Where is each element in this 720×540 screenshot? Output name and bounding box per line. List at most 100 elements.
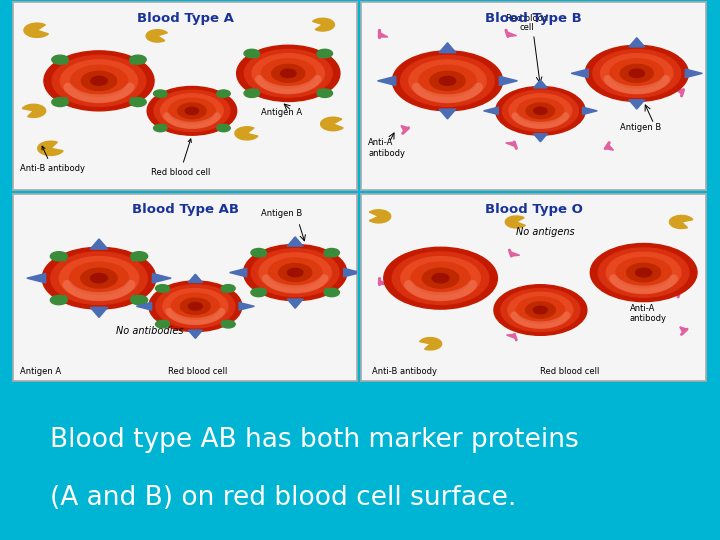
Polygon shape (287, 299, 303, 308)
Text: Blood Type A: Blood Type A (137, 11, 233, 24)
Polygon shape (188, 274, 202, 282)
Circle shape (317, 49, 333, 58)
Circle shape (610, 59, 664, 88)
Circle shape (237, 45, 340, 102)
Text: Blood type AB has both marker proteins: Blood type AB has both marker proteins (50, 427, 579, 453)
Circle shape (221, 320, 235, 328)
Wedge shape (235, 127, 258, 140)
Circle shape (508, 292, 573, 328)
Circle shape (244, 49, 259, 58)
Circle shape (130, 295, 148, 305)
Circle shape (161, 94, 223, 128)
Circle shape (153, 124, 167, 132)
Wedge shape (37, 141, 63, 156)
Polygon shape (629, 100, 644, 109)
Circle shape (430, 71, 465, 91)
Polygon shape (90, 307, 108, 318)
Circle shape (181, 298, 210, 314)
Circle shape (168, 98, 215, 124)
Circle shape (423, 268, 459, 288)
Polygon shape (401, 125, 408, 132)
Text: (A and B) on red blood cell surface.: (A and B) on red blood cell surface. (50, 485, 517, 511)
Circle shape (590, 244, 697, 302)
Text: Red blood cell: Red blood cell (168, 367, 228, 376)
Text: No antigens: No antigens (516, 227, 575, 237)
Circle shape (626, 264, 661, 282)
Circle shape (419, 65, 476, 97)
Circle shape (130, 98, 146, 106)
Polygon shape (439, 109, 456, 119)
Circle shape (50, 295, 68, 305)
Polygon shape (534, 80, 547, 88)
Circle shape (409, 60, 486, 102)
Polygon shape (287, 237, 303, 246)
Polygon shape (188, 330, 202, 339)
Polygon shape (239, 302, 254, 310)
Circle shape (221, 285, 235, 292)
Polygon shape (571, 69, 588, 78)
Text: Blood Type B: Blood Type B (485, 11, 582, 24)
Circle shape (163, 288, 228, 324)
Circle shape (598, 248, 689, 297)
Polygon shape (534, 134, 547, 142)
Wedge shape (24, 23, 48, 37)
Circle shape (503, 90, 578, 132)
Polygon shape (629, 38, 644, 47)
Circle shape (91, 76, 107, 85)
Polygon shape (230, 268, 247, 277)
Polygon shape (510, 252, 520, 256)
Circle shape (217, 124, 230, 132)
Text: cell: cell (519, 23, 534, 32)
Polygon shape (505, 142, 516, 147)
Circle shape (50, 252, 68, 261)
Circle shape (251, 288, 266, 296)
Polygon shape (582, 107, 597, 114)
Circle shape (526, 302, 555, 318)
Circle shape (44, 51, 154, 111)
Circle shape (59, 256, 139, 300)
Text: Antigen B: Antigen B (619, 123, 661, 132)
Circle shape (526, 103, 554, 119)
Polygon shape (685, 69, 702, 78)
Circle shape (147, 86, 237, 135)
Circle shape (156, 285, 235, 328)
Circle shape (69, 262, 129, 294)
Polygon shape (153, 273, 171, 283)
Circle shape (281, 69, 296, 78)
Polygon shape (377, 76, 396, 85)
Circle shape (81, 268, 117, 288)
Circle shape (616, 258, 671, 288)
Circle shape (244, 50, 332, 97)
Circle shape (271, 64, 305, 83)
Circle shape (534, 107, 547, 114)
Text: Blood Type AB: Blood Type AB (132, 203, 238, 216)
Text: No antibodies: No antibodies (116, 326, 184, 336)
Text: Anti-A
antibody: Anti-A antibody (369, 138, 405, 158)
Circle shape (178, 103, 206, 119)
Circle shape (50, 252, 148, 305)
Text: Anti-A
antibody: Anti-A antibody (630, 304, 667, 323)
Circle shape (593, 50, 680, 97)
Circle shape (252, 53, 325, 93)
Text: Antigen A: Antigen A (261, 107, 302, 117)
Text: Red blood: Red blood (505, 14, 548, 23)
Circle shape (636, 268, 652, 277)
Circle shape (401, 256, 480, 300)
Circle shape (620, 64, 653, 83)
Polygon shape (379, 32, 388, 37)
Polygon shape (379, 280, 387, 285)
Circle shape (606, 252, 681, 293)
Polygon shape (672, 290, 680, 295)
Circle shape (439, 76, 456, 85)
Circle shape (516, 297, 564, 323)
Wedge shape (22, 104, 45, 117)
Circle shape (534, 306, 547, 314)
Circle shape (261, 59, 315, 88)
Circle shape (185, 107, 199, 114)
Polygon shape (439, 43, 456, 53)
Circle shape (130, 55, 146, 64)
Polygon shape (680, 327, 687, 333)
Circle shape (324, 288, 339, 296)
Circle shape (324, 248, 339, 257)
Polygon shape (506, 334, 516, 339)
